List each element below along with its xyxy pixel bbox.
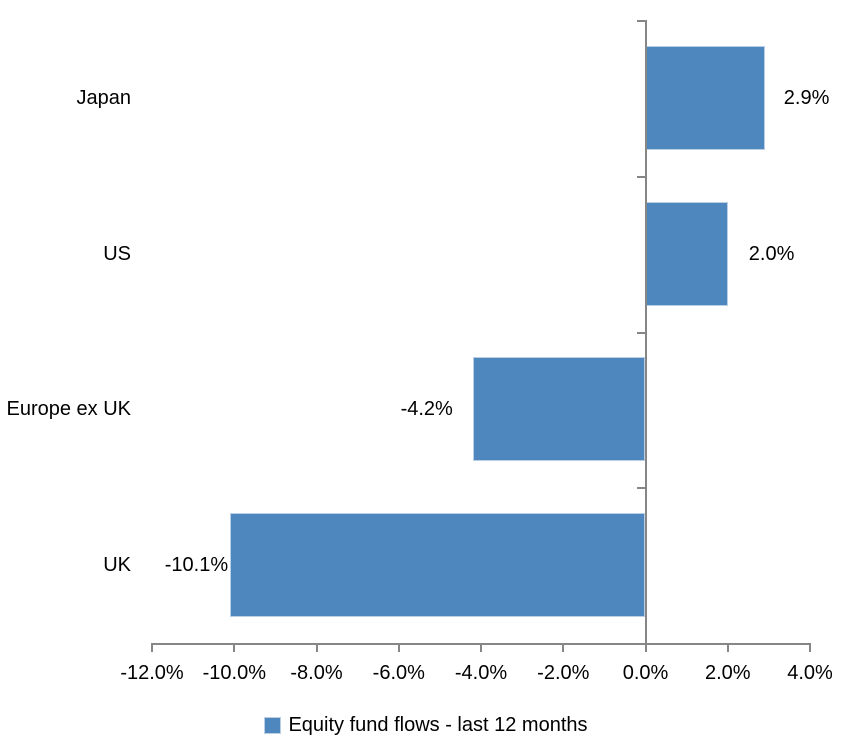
- x-tick: [233, 643, 236, 652]
- category-label: UK: [103, 554, 131, 577]
- category-label: Japan: [76, 86, 132, 109]
- category-label: US: [103, 242, 131, 265]
- x-tick: [726, 643, 729, 652]
- x-tick-label: 0.0%: [622, 662, 669, 684]
- x-tick-label: -4.0%: [454, 662, 508, 684]
- bar-us: [645, 201, 728, 306]
- x-tick: [809, 643, 811, 652]
- zero-axis-line: [644, 20, 647, 645]
- x-tick-label: -8.0%: [290, 662, 343, 684]
- legend: Equity fund flows - last 12 months: [0, 710, 852, 740]
- value-label: 2.0%: [748, 242, 795, 265]
- x-tick: [151, 643, 153, 652]
- value-label: 2.9%: [783, 86, 830, 109]
- category-label: Europe ex UK: [6, 398, 131, 421]
- x-tick-label: -12.0%: [120, 662, 184, 684]
- x-tick-label: -2.0%: [537, 662, 590, 684]
- value-label: -4.2%: [400, 398, 453, 421]
- bar-europe-ex-uk: [472, 357, 646, 462]
- x-tick-label: -6.0%: [372, 662, 425, 684]
- x-tick: [397, 643, 400, 652]
- category-tick: [636, 331, 646, 334]
- value-label: -10.1%: [164, 554, 229, 577]
- x-tick-label: -10.0%: [202, 662, 266, 684]
- category-tick: [636, 20, 646, 22]
- x-tick: [480, 643, 482, 652]
- x-tick: [644, 643, 647, 652]
- bar-uk: [230, 513, 646, 618]
- category-tick: [636, 175, 646, 178]
- bar-japan: [645, 45, 765, 150]
- legend-label: Equity fund flows - last 12 months: [288, 714, 588, 736]
- legend-swatch-icon: [264, 716, 282, 734]
- x-tick: [562, 643, 565, 652]
- x-tick: [315, 643, 318, 652]
- category-tick: [636, 487, 646, 490]
- x-tick-label: 2.0%: [705, 662, 751, 684]
- x-tick-label: 4.0%: [787, 662, 833, 684]
